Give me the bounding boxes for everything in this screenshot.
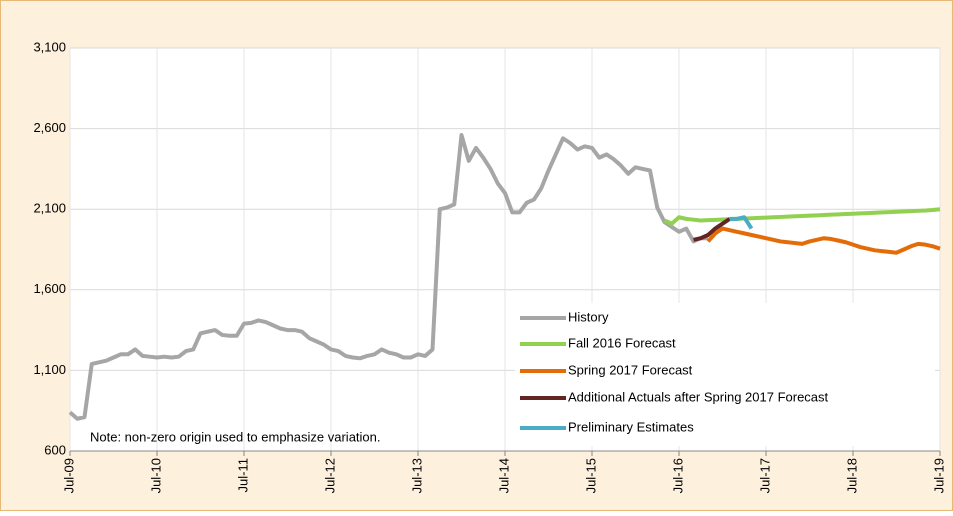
series-line <box>663 207 941 226</box>
x-tick-label: Jul-09 <box>61 458 76 493</box>
grid <box>69 47 941 452</box>
x-tick-label: Jul-17 <box>757 458 772 493</box>
legend-label: History <box>568 309 609 324</box>
lines <box>68 133 941 421</box>
y-tick-label: 600 <box>44 442 66 457</box>
series-line <box>68 133 708 421</box>
legend-label: Spring 2017 Forecast <box>568 362 693 377</box>
note: Note: non-zero origin used to emphasize … <box>90 429 381 444</box>
x-tick-label: Jul-15 <box>583 458 598 493</box>
x-tick-label: Jul-10 <box>148 458 163 493</box>
y-tick-label: 2,600 <box>33 120 66 135</box>
legend <box>515 303 935 446</box>
legend-items: History Fall 2016 Forecast Spring 2017 For… <box>520 309 829 434</box>
x-tick-label: Jul-18 <box>844 458 859 493</box>
y-tick-label: 1,100 <box>33 362 66 377</box>
legend-label: Fall 2016 Forecast <box>568 335 676 350</box>
legend-label: Preliminary Estimates <box>568 419 694 434</box>
x-tick-label: Jul-13 <box>409 458 424 493</box>
y-tick-label: 1,600 <box>33 281 66 296</box>
x-tick-label: Jul-16 <box>670 458 685 493</box>
series-line <box>706 226 941 255</box>
series-line <box>729 215 754 230</box>
y-tick-label: 3,100 <box>33 39 66 54</box>
x-tick-label: Jul-12 <box>322 458 337 493</box>
legend-label: Additional Actuals after Spring 2017 For… <box>568 389 829 404</box>
x-tick-label: Jul-14 <box>496 458 511 493</box>
series-line <box>693 217 731 242</box>
x-tick-label: Jul-19 <box>931 458 946 493</box>
x-tick-label: Jul-11 <box>235 458 250 492</box>
y-tick-label: 2,100 <box>33 201 66 216</box>
